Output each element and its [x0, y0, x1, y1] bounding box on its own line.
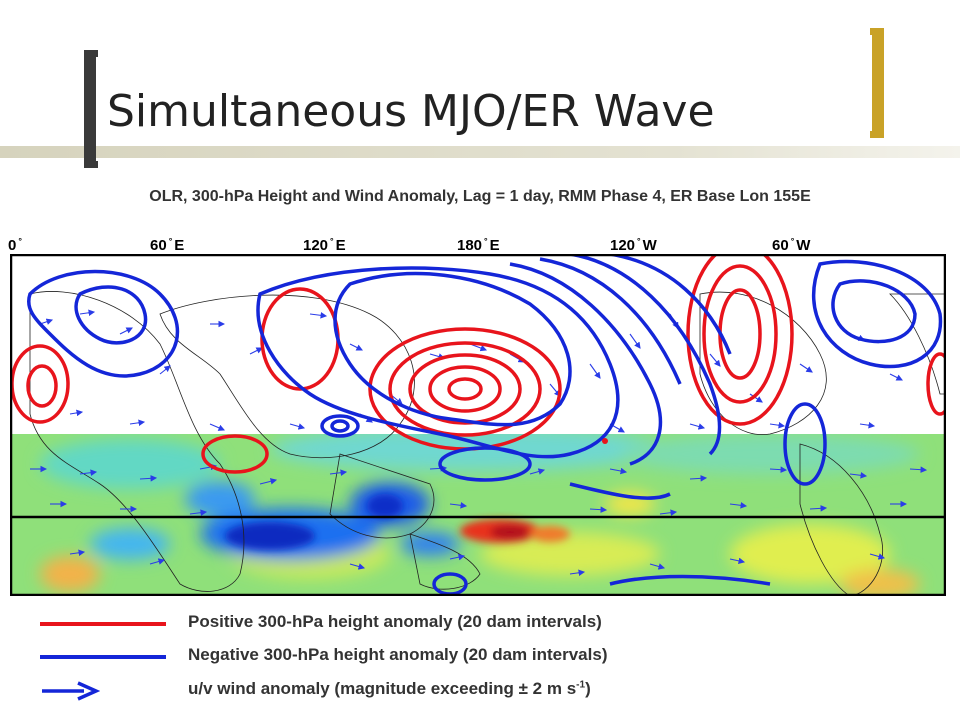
lon-label-60w: 60 ° W	[772, 236, 811, 254]
lon-label-60e: 60 ° E	[150, 236, 185, 254]
coastlines	[29, 291, 946, 596]
olr-field	[10, 434, 946, 596]
figure-title: OLR, 300-hPa Height and Wind Anomaly, La…	[149, 188, 811, 205]
arrow-right-icon	[42, 681, 100, 701]
negative-contour-legend-label: Negative 300-hPa height anomaly (20 dam …	[188, 645, 608, 664]
positive-contour-legend-label: Positive 300-hPa height anomaly (20 dam …	[188, 612, 602, 631]
right-bracket-decoration	[870, 28, 884, 138]
map-frame	[10, 254, 946, 596]
negative-contour-legend-line	[40, 655, 166, 659]
base-point-marker	[602, 438, 608, 444]
lon-label-180e: 180 ° E	[457, 236, 500, 254]
lon-label-120w: 120 ° W	[610, 236, 657, 254]
lon-label-120e: 120 ° E	[303, 236, 346, 254]
page-title: Simultaneous MJO/ER Wave	[107, 86, 715, 137]
anomaly-map	[10, 254, 946, 596]
wind-legend-label: u/v wind anomaly (magnitude exceeding ± …	[188, 679, 591, 698]
positive-contour-legend-line	[40, 622, 166, 626]
left-bracket-decoration	[84, 50, 98, 168]
lon-label-0: 0 °	[8, 236, 22, 254]
title-accent-bar	[0, 146, 960, 158]
